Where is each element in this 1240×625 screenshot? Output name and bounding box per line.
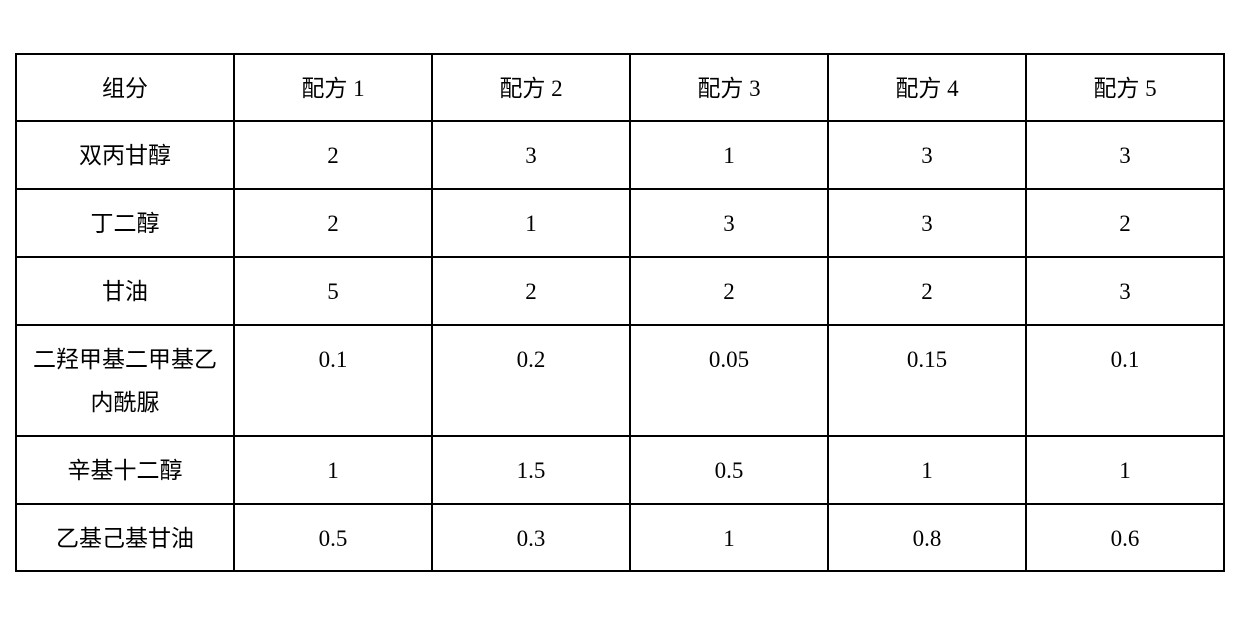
- row-value: 0.3: [432, 504, 630, 572]
- row-value: 2: [234, 121, 432, 189]
- header-formula-2: 配方 2: [432, 54, 630, 122]
- row-component-name: 辛基十二醇: [16, 436, 234, 504]
- table-row: 二羟甲基二甲基乙内酰脲 0.1 0.2 0.05 0.15 0.1: [16, 325, 1224, 436]
- row-value: 1: [432, 189, 630, 257]
- row-value: 0.5: [234, 504, 432, 572]
- row-value: 2: [630, 257, 828, 325]
- row-value: 0.1: [234, 325, 432, 436]
- row-value: 0.8: [828, 504, 1026, 572]
- table-row: 乙基己基甘油 0.5 0.3 1 0.8 0.6: [16, 504, 1224, 572]
- row-value: 1: [630, 504, 828, 572]
- table-row: 双丙甘醇 2 3 1 3 3: [16, 121, 1224, 189]
- row-value: 1: [234, 436, 432, 504]
- row-value: 2: [1026, 189, 1224, 257]
- row-value: 0.15: [828, 325, 1026, 436]
- row-value: 0.5: [630, 436, 828, 504]
- table-header-row: 组分 配方 1 配方 2 配方 3 配方 4 配方 5: [16, 54, 1224, 122]
- row-value: 3: [828, 189, 1026, 257]
- row-component-name: 乙基己基甘油: [16, 504, 234, 572]
- row-value: 0.05: [630, 325, 828, 436]
- row-value: 2: [828, 257, 1026, 325]
- row-value: 3: [630, 189, 828, 257]
- row-component-name: 丁二醇: [16, 189, 234, 257]
- row-value: 2: [234, 189, 432, 257]
- row-component-name: 双丙甘醇: [16, 121, 234, 189]
- row-value: 2: [432, 257, 630, 325]
- table-row: 丁二醇 2 1 3 3 2: [16, 189, 1224, 257]
- row-component-name: 二羟甲基二甲基乙内酰脲: [16, 325, 234, 436]
- table-row: 辛基十二醇 1 1.5 0.5 1 1: [16, 436, 1224, 504]
- formula-table: 组分 配方 1 配方 2 配方 3 配方 4 配方 5 双丙甘醇 2 3 1 3…: [15, 53, 1225, 573]
- row-component-name: 甘油: [16, 257, 234, 325]
- row-value: 5: [234, 257, 432, 325]
- row-value: 1: [630, 121, 828, 189]
- row-value: 3: [828, 121, 1026, 189]
- row-value: 1: [1026, 436, 1224, 504]
- row-value: 0.6: [1026, 504, 1224, 572]
- row-value: 0.1: [1026, 325, 1224, 436]
- header-component-label: 组分: [16, 54, 234, 122]
- formula-table-container: 组分 配方 1 配方 2 配方 3 配方 4 配方 5 双丙甘醇 2 3 1 3…: [3, 45, 1237, 581]
- header-formula-1: 配方 1: [234, 54, 432, 122]
- row-value: 3: [432, 121, 630, 189]
- header-formula-5: 配方 5: [1026, 54, 1224, 122]
- row-value: 3: [1026, 121, 1224, 189]
- row-value: 1: [828, 436, 1026, 504]
- header-formula-4: 配方 4: [828, 54, 1026, 122]
- row-value: 1.5: [432, 436, 630, 504]
- row-value: 3: [1026, 257, 1224, 325]
- header-formula-3: 配方 3: [630, 54, 828, 122]
- table-row: 甘油 5 2 2 2 3: [16, 257, 1224, 325]
- row-value: 0.2: [432, 325, 630, 436]
